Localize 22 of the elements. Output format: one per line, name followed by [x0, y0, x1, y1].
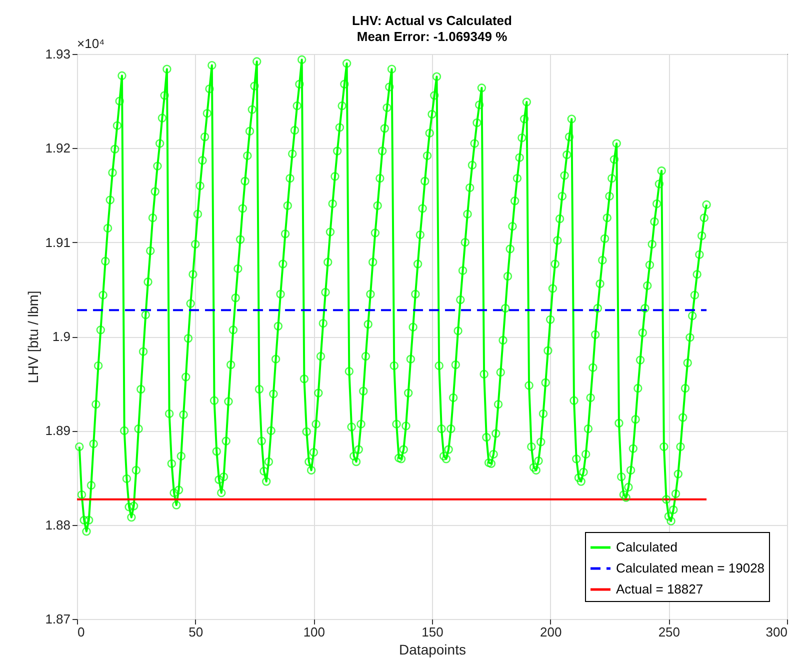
chart-subtitle: Mean Error: -1.069349 %	[356, 29, 508, 44]
y-tick-label: 1.88	[45, 517, 70, 532]
legend-label: Actual = 18827	[616, 582, 704, 596]
y-tick-label: 1.93	[45, 46, 70, 62]
legend-label: Calculated mean = 19028	[616, 560, 765, 576]
x-tick-label: 200	[540, 624, 562, 640]
x-tick-label: 0	[78, 624, 85, 640]
y-axis-title: LHV [btu / lbm]	[25, 290, 42, 384]
legend-label: Calculated	[616, 540, 678, 554]
y-tick-label: 1.9	[52, 329, 70, 344]
x-axis-title: Datapoints	[399, 642, 466, 658]
y-tick-label: 1.87	[45, 612, 70, 626]
x-tick-label: 250	[658, 624, 680, 640]
y-tick-label: 1.89	[45, 423, 70, 438]
y-tick-label: 1.92	[45, 140, 70, 156]
text: ×10⁴	[77, 36, 105, 51]
x-tick-label: 150	[422, 624, 444, 640]
y-tick-label: 1.91	[45, 234, 70, 250]
x-tick-label: 50	[188, 624, 204, 640]
x-tick-label: 100	[303, 624, 326, 640]
x-tick-label: 300	[766, 624, 788, 640]
chart-title: LHV: Actual vs Calculated	[352, 13, 512, 28]
